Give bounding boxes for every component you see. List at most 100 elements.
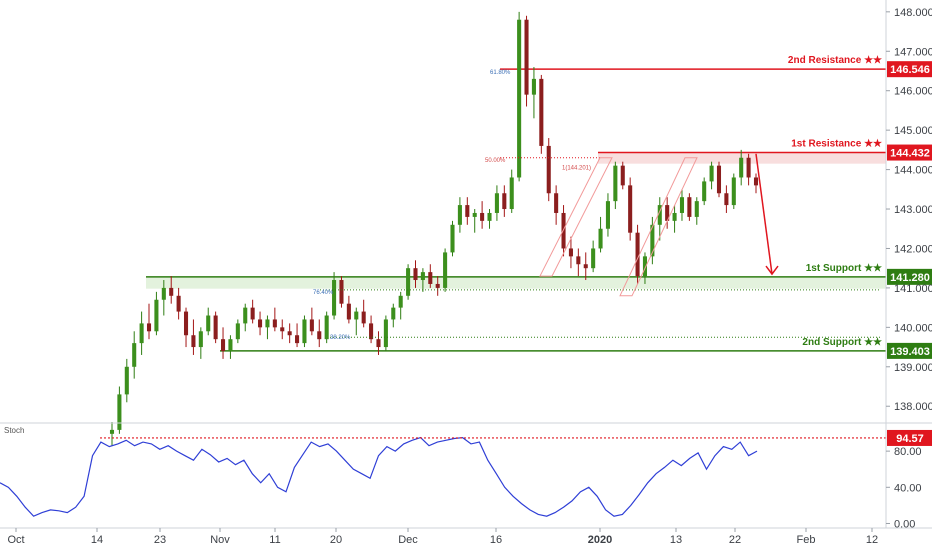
candle-body — [391, 307, 396, 320]
candle-body — [554, 193, 559, 213]
candle-body — [258, 319, 263, 328]
candle-body — [694, 201, 699, 217]
candle-body — [546, 145, 551, 194]
candle-body — [605, 201, 610, 229]
fib-label: 1(144.201) — [562, 166, 591, 172]
stoch-tick-label: 80.00 — [894, 446, 922, 458]
price-tick-label: 138.000 — [894, 401, 932, 413]
projection-arrowhead — [765, 265, 779, 276]
candle-body — [480, 212, 485, 221]
candle-body — [739, 157, 744, 178]
level-price-label: 139.403 — [890, 346, 930, 358]
price-tick-label: 143.000 — [894, 204, 932, 216]
price-tick-label: 144.000 — [894, 165, 932, 177]
candle-body — [295, 335, 300, 344]
candle-body — [628, 185, 633, 233]
projection-shape — [619, 157, 698, 297]
candle-body — [309, 319, 314, 332]
time-tick-label: Dec — [398, 534, 418, 546]
candle-body — [724, 193, 729, 206]
level-price-tag — [887, 268, 932, 285]
time-tick-label: 2020 — [588, 534, 612, 546]
stoch-title: Stoch — [4, 426, 24, 435]
level-name: 2nd Support ★★ — [802, 337, 882, 348]
price-tick-label: 142.000 — [894, 243, 932, 255]
candle-body — [361, 311, 366, 324]
candle-body — [206, 315, 211, 332]
candle-body — [213, 315, 218, 340]
level-zone — [146, 276, 886, 289]
candle-body — [109, 429, 115, 434]
candle-body — [317, 331, 322, 340]
candle-body — [709, 165, 714, 182]
candle-body — [450, 224, 455, 253]
projection-overlays: 50.00% 1(144.201) 76.40% 38.20% 61.80% — [313, 70, 880, 341]
time-tick-label: 20 — [330, 534, 342, 546]
candle-body — [687, 197, 692, 217]
time-tick-label: Nov — [210, 534, 230, 546]
candle-body — [406, 268, 411, 296]
stochastic-line-group: 94.57 — [0, 429, 932, 517]
fib-label: 38.20% — [330, 335, 351, 341]
candle-body — [598, 228, 603, 249]
level-price-label: 141.280 — [890, 272, 930, 284]
candle-body — [324, 315, 329, 340]
candle-body — [132, 343, 137, 367]
candle-body — [220, 339, 226, 352]
level-name: 1st Resistance ★★ — [791, 139, 882, 150]
candle-body — [383, 319, 388, 348]
candle-body — [280, 327, 285, 332]
candle-body — [487, 212, 492, 221]
price-tick-label: 139.000 — [894, 362, 932, 374]
stochastic-line — [0, 436, 758, 517]
candle-body — [346, 303, 351, 320]
candle-body — [376, 339, 381, 348]
candle-body — [265, 319, 270, 328]
candle-body — [502, 193, 507, 210]
time-tick-label: 22 — [729, 534, 741, 546]
candle-body — [568, 248, 573, 257]
level-price-label: 144.432 — [890, 148, 930, 160]
candle-body — [228, 339, 233, 352]
candle-body — [302, 319, 307, 344]
candle-body — [124, 366, 129, 395]
candlesticks — [109, 11, 759, 446]
time-tick-label: 14 — [91, 534, 103, 546]
time-tick-label: 16 — [490, 534, 502, 546]
price-tick-label: 146.000 — [894, 86, 932, 98]
level-labels: 2nd Resistance ★★ 146.546 1st Resistance ★… — [788, 55, 932, 359]
candle-body — [369, 323, 374, 340]
candle-body — [235, 323, 240, 340]
candle-body — [753, 177, 759, 186]
candle-body — [679, 197, 685, 213]
support-resistance-zones — [146, 68, 886, 352]
candle-body — [117, 394, 122, 430]
candle-body — [287, 331, 292, 336]
time-tick-label: 11 — [269, 534, 280, 546]
candle-body — [176, 295, 181, 312]
candle-body — [702, 181, 707, 202]
candle-body — [672, 212, 677, 221]
candle-body — [332, 280, 337, 316]
candle-body — [494, 193, 499, 213]
candle-body — [191, 335, 196, 348]
level-price-tag — [887, 144, 932, 161]
stoch-marker-tag — [887, 429, 932, 446]
candle-body — [169, 287, 174, 296]
level-price-tag — [887, 342, 932, 359]
level-price-tag — [887, 61, 932, 78]
candle-body — [642, 256, 648, 277]
candle-body — [339, 280, 344, 304]
price-tick-label: 148.000 — [894, 7, 932, 19]
candle-body — [154, 299, 159, 332]
candle-body — [531, 78, 536, 95]
candle-body — [576, 256, 581, 265]
candle-body — [539, 78, 544, 146]
candle-body — [420, 272, 425, 281]
projection-arrow — [755, 153, 773, 275]
candle-body — [665, 205, 670, 221]
candle-body — [509, 177, 514, 210]
price-tick-label: 141.000 — [894, 283, 932, 295]
